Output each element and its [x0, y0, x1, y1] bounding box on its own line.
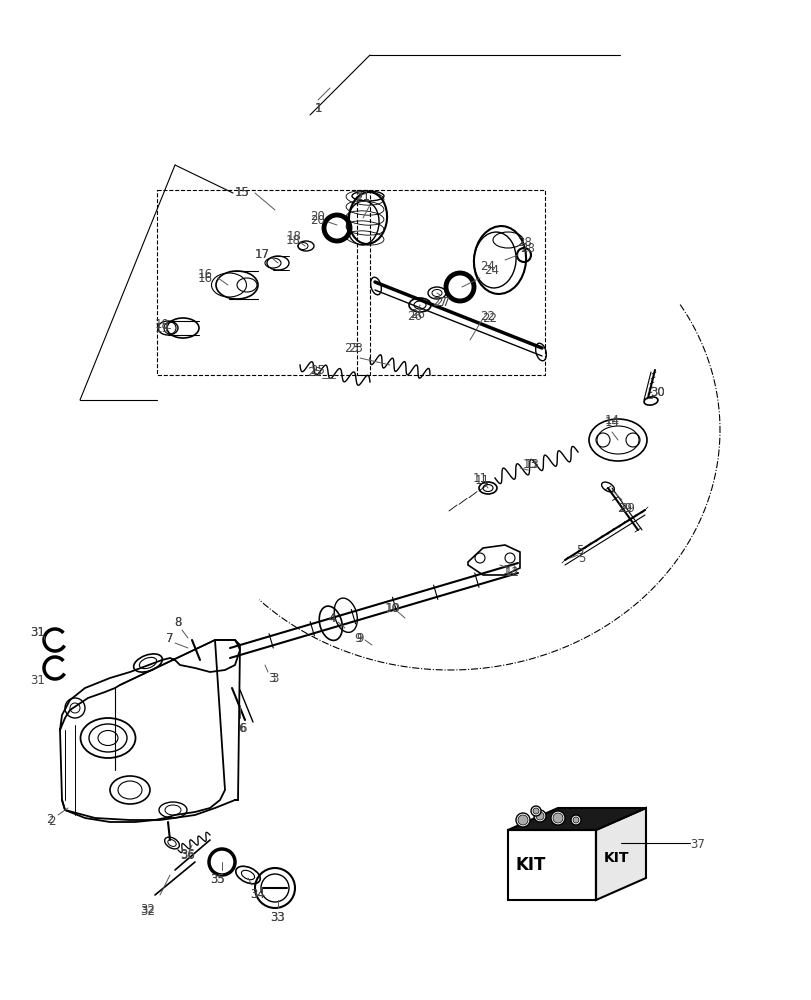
Text: 21: 21: [355, 192, 370, 205]
Text: 23: 23: [344, 342, 359, 355]
Text: 31: 31: [31, 626, 45, 639]
Text: 24: 24: [484, 263, 499, 276]
Polygon shape: [508, 830, 595, 900]
Ellipse shape: [643, 397, 657, 405]
Text: 7: 7: [166, 632, 174, 645]
Text: 36: 36: [180, 848, 195, 861]
Text: 6: 6: [239, 722, 247, 734]
Text: 33: 33: [270, 911, 285, 924]
Circle shape: [534, 810, 545, 822]
Text: 15: 15: [234, 186, 249, 198]
Text: 13: 13: [522, 458, 537, 472]
Polygon shape: [595, 808, 646, 900]
Text: 35: 35: [210, 874, 225, 886]
Text: 28: 28: [517, 236, 532, 249]
Circle shape: [515, 813, 530, 827]
Text: 20: 20: [310, 211, 325, 224]
Text: 8: 8: [174, 616, 182, 630]
Text: 27: 27: [435, 296, 450, 308]
Text: 16: 16: [197, 268, 212, 282]
Text: 22: 22: [482, 312, 497, 324]
Text: 35: 35: [210, 874, 225, 886]
Text: 12: 12: [502, 564, 517, 576]
Text: 17: 17: [254, 248, 269, 261]
Text: 33: 33: [270, 911, 285, 924]
Text: 17: 17: [254, 247, 269, 260]
Text: 21: 21: [355, 190, 370, 202]
Text: 37: 37: [689, 838, 705, 851]
Text: 31: 31: [31, 674, 45, 686]
Text: 32: 32: [140, 903, 155, 916]
Text: 1: 1: [314, 102, 321, 115]
Text: 5: 5: [576, 544, 583, 556]
Text: 3: 3: [271, 672, 278, 684]
Text: 25: 25: [307, 365, 322, 378]
Polygon shape: [508, 808, 646, 830]
Text: 18: 18: [286, 231, 301, 243]
Text: 9: 9: [356, 632, 363, 645]
Text: 7: 7: [166, 632, 174, 645]
Text: 29: 29: [620, 502, 635, 514]
Text: 13: 13: [524, 458, 539, 472]
Text: 28: 28: [520, 241, 534, 254]
Text: 36: 36: [180, 849, 195, 862]
Text: 18: 18: [285, 233, 300, 246]
Text: KIT: KIT: [603, 851, 629, 865]
Text: 4: 4: [328, 611, 335, 624]
Text: 19: 19: [154, 322, 169, 334]
Text: 22: 22: [480, 310, 495, 324]
Text: 2: 2: [48, 815, 56, 828]
Text: 20: 20: [310, 214, 325, 227]
Text: 4: 4: [328, 611, 335, 624]
Text: 12: 12: [504, 566, 519, 578]
Text: 32: 32: [140, 905, 155, 918]
Text: 8: 8: [174, 615, 182, 629]
Text: 2: 2: [46, 813, 54, 826]
Circle shape: [530, 806, 540, 816]
Circle shape: [517, 815, 527, 825]
Text: 23: 23: [348, 342, 363, 355]
Text: 16: 16: [197, 271, 212, 284]
Text: 29: 29: [616, 502, 632, 514]
Circle shape: [551, 811, 564, 825]
Text: 34: 34: [251, 888, 265, 901]
Circle shape: [573, 817, 578, 823]
Text: 26: 26: [407, 310, 422, 324]
Text: 10: 10: [384, 601, 399, 614]
Text: KIT: KIT: [515, 856, 546, 874]
Text: 25: 25: [310, 363, 325, 376]
Text: 26: 26: [410, 308, 425, 322]
Circle shape: [552, 813, 562, 823]
Text: 19: 19: [154, 318, 169, 332]
Text: 11: 11: [472, 472, 487, 485]
Text: 27: 27: [432, 296, 447, 308]
Circle shape: [532, 808, 539, 814]
Text: 34: 34: [251, 888, 265, 901]
Text: 30: 30: [650, 386, 664, 399]
Circle shape: [570, 815, 581, 825]
Text: 11: 11: [474, 474, 489, 487]
Circle shape: [535, 812, 543, 820]
Text: 31: 31: [31, 626, 45, 639]
Text: 14: 14: [603, 414, 619, 426]
Text: 5: 5: [577, 552, 585, 564]
Text: 15: 15: [234, 186, 249, 200]
Text: 1: 1: [314, 102, 321, 115]
Text: 9: 9: [354, 632, 362, 645]
Text: 30: 30: [650, 385, 664, 398]
Text: 10: 10: [385, 601, 400, 614]
Text: 24: 24: [480, 260, 495, 273]
Text: 6: 6: [238, 722, 246, 734]
Text: 14: 14: [603, 416, 619, 430]
Text: 3: 3: [268, 672, 276, 684]
